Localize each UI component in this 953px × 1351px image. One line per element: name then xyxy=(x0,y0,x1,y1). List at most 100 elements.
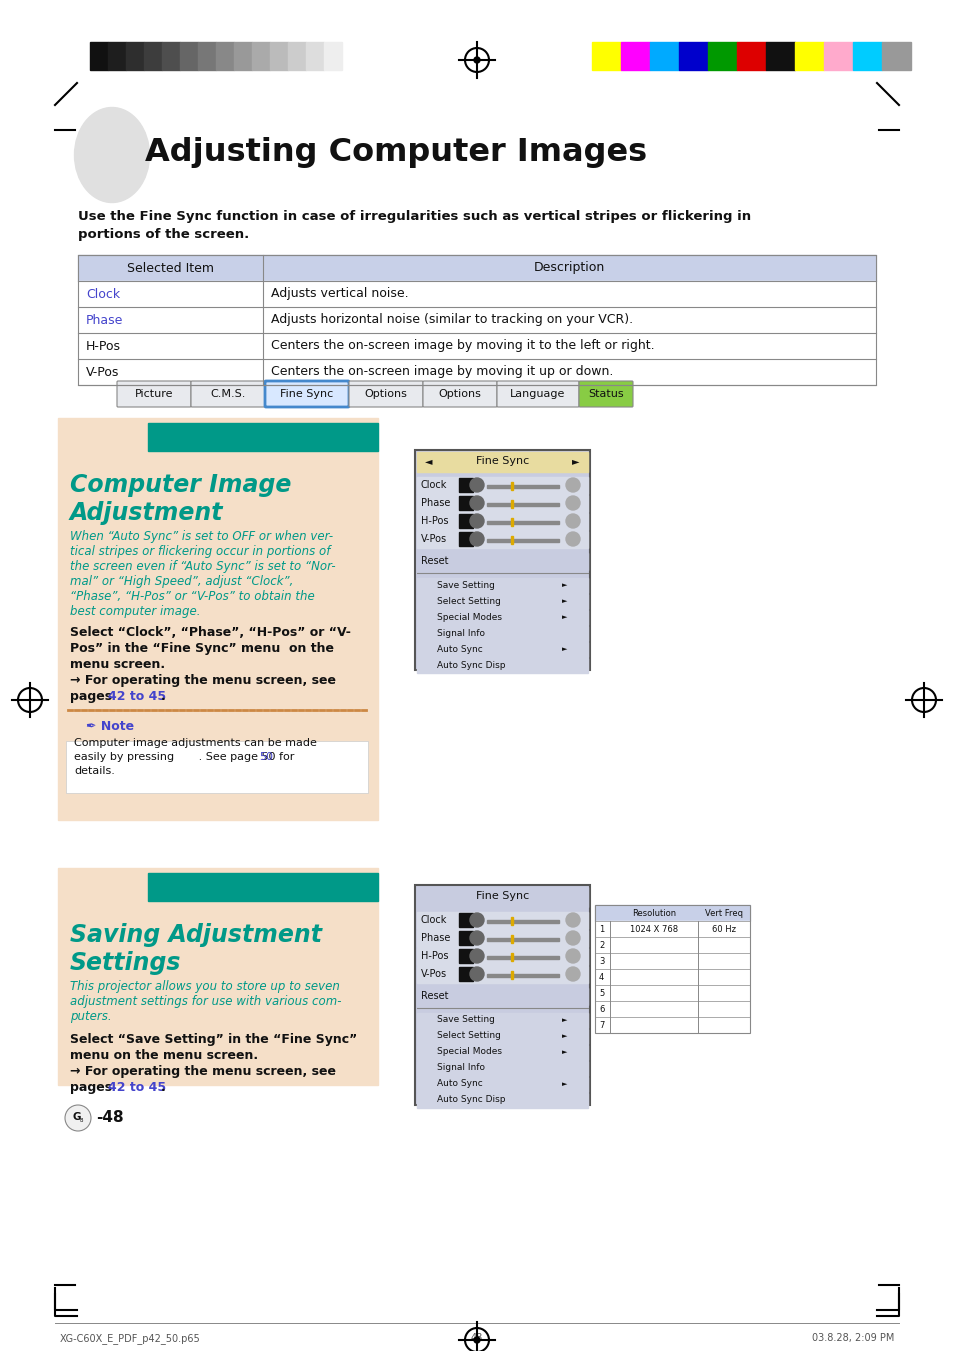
Text: Clock: Clock xyxy=(86,288,120,300)
Ellipse shape xyxy=(74,108,150,203)
Bar xyxy=(649,42,679,70)
Circle shape xyxy=(565,913,579,927)
Bar xyxy=(415,450,589,670)
Bar xyxy=(306,42,324,70)
Text: 7: 7 xyxy=(598,1020,604,1029)
Bar xyxy=(458,496,473,509)
Bar xyxy=(595,969,749,985)
Text: ►: ► xyxy=(572,457,579,466)
Circle shape xyxy=(565,513,579,528)
Text: 1: 1 xyxy=(598,924,603,934)
Bar xyxy=(486,957,558,959)
Text: Vert Freq: Vert Freq xyxy=(704,908,742,917)
Text: Saving Adjustment: Saving Adjustment xyxy=(70,923,322,947)
Bar xyxy=(416,966,587,984)
Text: 60 Hz: 60 Hz xyxy=(711,924,735,934)
Text: V-Pos: V-Pos xyxy=(420,534,447,544)
Text: .: . xyxy=(161,1081,166,1094)
Text: 1024 X 768: 1024 X 768 xyxy=(629,924,678,934)
Text: ►: ► xyxy=(561,646,567,653)
Text: Use the Fine Sync function in case of irregularities such as vertical stripes or: Use the Fine Sync function in case of ir… xyxy=(78,209,750,223)
Text: 4: 4 xyxy=(598,973,603,981)
Text: Special Modes: Special Modes xyxy=(436,1047,501,1056)
Text: Select “Clock”, “Phase”, “H-Pos” or “V-: Select “Clock”, “Phase”, “H-Pos” or “V- xyxy=(70,626,351,639)
Text: Phase: Phase xyxy=(86,313,123,327)
Bar xyxy=(416,929,587,947)
Bar xyxy=(595,952,749,969)
Bar xyxy=(511,482,513,490)
Bar xyxy=(511,517,513,526)
Bar xyxy=(416,1093,587,1108)
Bar xyxy=(416,1077,587,1092)
Text: Resolution: Resolution xyxy=(631,908,676,917)
Text: Settings: Settings xyxy=(70,951,181,975)
Bar xyxy=(679,42,707,70)
Bar xyxy=(233,42,252,70)
Bar xyxy=(416,611,587,626)
Text: Options: Options xyxy=(438,389,481,399)
Circle shape xyxy=(565,931,579,944)
Bar xyxy=(416,477,587,494)
Bar xyxy=(486,539,558,542)
Text: portions of the screen.: portions of the screen. xyxy=(78,228,249,240)
Bar xyxy=(126,42,144,70)
Bar xyxy=(486,521,558,524)
Bar xyxy=(90,42,108,70)
Circle shape xyxy=(474,1337,479,1343)
Bar xyxy=(108,42,126,70)
Text: XG-C60X_E_PDF_p42_50.p65: XG-C60X_E_PDF_p42_50.p65 xyxy=(60,1333,200,1344)
Bar xyxy=(458,478,473,492)
Text: Computer image adjustments can be made: Computer image adjustments can be made xyxy=(74,738,316,748)
Bar xyxy=(595,905,749,921)
Bar xyxy=(416,626,587,640)
Text: When “Auto Sync” is set to OFF or when ver-: When “Auto Sync” is set to OFF or when v… xyxy=(70,530,333,543)
Text: Reset: Reset xyxy=(420,557,448,566)
Text: 8: 8 xyxy=(79,1117,83,1123)
Bar xyxy=(270,42,288,70)
Bar xyxy=(595,905,749,1034)
Text: Adjusts vertical noise.: Adjusts vertical noise. xyxy=(271,288,408,300)
Text: → For operating the menu screen, see: → For operating the menu screen, see xyxy=(70,1065,335,1078)
Bar xyxy=(78,307,875,332)
Bar xyxy=(511,935,513,943)
Text: menu on the menu screen.: menu on the menu screen. xyxy=(70,1048,258,1062)
Bar xyxy=(458,913,473,927)
Bar xyxy=(511,971,513,979)
Text: Select “Save Setting” in the “Fine Sync”: Select “Save Setting” in the “Fine Sync” xyxy=(70,1034,356,1046)
Bar xyxy=(148,423,377,451)
Text: mal” or “High Speed”, adjust “Clock”,: mal” or “High Speed”, adjust “Clock”, xyxy=(70,576,294,588)
Text: This projector allows you to store up to seven: This projector allows you to store up to… xyxy=(70,979,339,993)
Text: Selected Item: Selected Item xyxy=(127,262,213,274)
Bar xyxy=(416,494,587,512)
Text: 3: 3 xyxy=(598,957,604,966)
Text: Language: Language xyxy=(510,389,565,399)
Text: tical stripes or flickering occur in portions of: tical stripes or flickering occur in por… xyxy=(70,544,330,558)
Text: ►: ► xyxy=(561,613,567,620)
Text: menu screen.: menu screen. xyxy=(70,658,165,671)
Circle shape xyxy=(470,931,483,944)
Text: Reset: Reset xyxy=(420,992,448,1001)
Bar xyxy=(511,536,513,544)
Text: Fine Sync: Fine Sync xyxy=(476,892,529,901)
Bar xyxy=(78,255,875,385)
Text: 42 to 45: 42 to 45 xyxy=(108,690,166,703)
Text: ◄: ◄ xyxy=(425,457,433,466)
Text: 48: 48 xyxy=(471,1333,482,1343)
Text: Centers the on-screen image by moving it up or down.: Centers the on-screen image by moving it… xyxy=(271,366,613,378)
Text: pages: pages xyxy=(70,690,116,703)
Text: Auto Sync Disp: Auto Sync Disp xyxy=(436,661,505,670)
Circle shape xyxy=(470,478,483,492)
Text: 6: 6 xyxy=(598,1005,604,1013)
Text: G: G xyxy=(72,1112,81,1121)
Bar xyxy=(58,867,377,1085)
Bar xyxy=(288,42,306,70)
Text: ►: ► xyxy=(561,1081,567,1088)
Text: C.M.S.: C.M.S. xyxy=(210,389,246,399)
Text: easily by pressing       . See page 50 for: easily by pressing . See page 50 for xyxy=(74,753,294,762)
Bar xyxy=(416,531,587,549)
Bar xyxy=(416,912,587,929)
Text: V-Pos: V-Pos xyxy=(86,366,119,378)
Text: Auto Sync Disp: Auto Sync Disp xyxy=(436,1096,505,1105)
Text: Clock: Clock xyxy=(420,915,447,925)
Text: 5: 5 xyxy=(598,989,603,997)
